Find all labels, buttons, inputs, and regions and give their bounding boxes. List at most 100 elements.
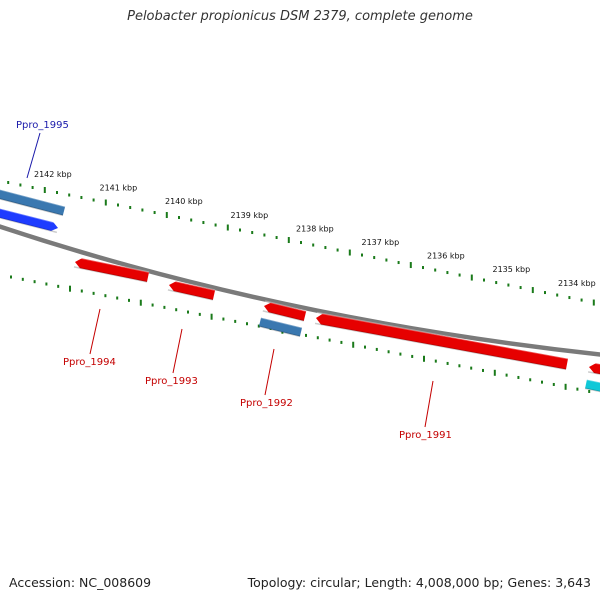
minor-tick [246, 322, 248, 326]
minor-tick [446, 361, 449, 365]
minor-tick [45, 282, 48, 286]
minor-tick [495, 281, 498, 285]
minor-tick [364, 345, 366, 349]
minor-tick [336, 248, 339, 252]
major-tick [226, 224, 229, 231]
minor-tick [163, 305, 166, 309]
minor-tick [80, 289, 83, 293]
minor-tick [411, 354, 414, 358]
minor-tick [517, 375, 520, 379]
minor-tick [257, 324, 260, 328]
scale-label-2140: 2140 kbp [165, 197, 203, 206]
leader-line-Ppro_1992 [264, 348, 275, 396]
major-tick [564, 383, 567, 390]
major-tick [139, 299, 142, 306]
major-tick [210, 313, 213, 320]
leader-line-Ppro_1994 [89, 308, 101, 355]
minor-tick [373, 256, 376, 260]
minor-tick [422, 266, 424, 270]
gene-edge-1[interactable] [587, 361, 600, 376]
gene-labels: Ppro_1995 Ppro_1994 Ppro_1993 Ppro_1992 Ppro… [16, 120, 452, 441]
minor-tick [340, 340, 343, 344]
minor-tick [153, 211, 156, 215]
gene-Ppro_1992[interactable] [262, 300, 307, 322]
minor-tick [178, 216, 180, 220]
minor-tick [151, 303, 154, 307]
gene-track [0, 187, 600, 394]
gene-label-Ppro_1995[interactable]: Ppro_1995 [16, 120, 69, 131]
gene-forward-1[interactable] [0, 206, 60, 234]
minor-tick [116, 296, 119, 300]
genome-backbone [0, 224, 600, 357]
minor-tick [104, 294, 107, 298]
major-tick [470, 274, 473, 281]
gene-Ppro_1993[interactable] [167, 279, 216, 301]
minor-tick [92, 198, 95, 202]
minor-tick [458, 273, 461, 277]
minor-tick [175, 308, 178, 312]
scale-label-2139: 2139 kbp [231, 211, 269, 220]
minor-tick [507, 283, 510, 287]
label-leader-lines [26, 132, 434, 428]
scale-labels: 2142 kbp 2141 kbp 2140 kbp 2139 kbp 2138 kbp… [34, 170, 596, 288]
minor-tick [483, 278, 485, 282]
minor-tick [214, 223, 217, 227]
minor-tick [482, 368, 484, 372]
minor-tick [128, 298, 130, 302]
gene-label-Ppro_1991[interactable]: Ppro_1991 [399, 430, 452, 441]
minor-tick [316, 336, 319, 340]
minor-tick [328, 338, 331, 342]
minor-tick [92, 291, 95, 295]
gene-label-Ppro_1994[interactable]: Ppro_1994 [63, 357, 116, 368]
gene-rna-1[interactable] [258, 316, 303, 338]
genome-summary-text: Topology: circular; Length: 4,008,000 bp… [247, 575, 591, 590]
gene-Ppro_1994[interactable] [73, 256, 150, 283]
map-title: Pelobacter propionicus DSM 2379, complet… [127, 9, 473, 24]
minor-tick [446, 271, 449, 275]
accession-text: Accession: NC_008609 [9, 575, 152, 590]
gene-Ppro_1991[interactable] [314, 311, 569, 371]
major-tick [43, 187, 46, 194]
minor-tick [234, 319, 237, 323]
minor-tick [529, 378, 532, 382]
gene-label-Ppro_1993[interactable]: Ppro_1993 [145, 376, 198, 387]
minor-tick [568, 296, 571, 300]
minor-tick [202, 221, 205, 225]
major-tick [352, 341, 355, 348]
minor-tick [305, 333, 307, 337]
minor-tick [239, 228, 241, 232]
minor-tick [68, 193, 71, 197]
scale-label-2137: 2137 kbp [362, 238, 400, 247]
minor-tick [434, 359, 437, 363]
minor-tick [198, 312, 201, 316]
minor-tick [190, 218, 193, 222]
scale-label-2141: 2141 kbp [100, 184, 138, 193]
minor-tick [541, 380, 543, 384]
minor-tick [312, 243, 315, 247]
minor-tick [222, 317, 225, 321]
minor-tick [397, 261, 400, 265]
outer-tick-track [7, 181, 595, 306]
minor-tick [556, 293, 559, 297]
scale-label-2135: 2135 kbp [493, 265, 531, 274]
minor-tick [7, 181, 10, 185]
major-tick [531, 287, 534, 294]
gene-label-Ppro_1992[interactable]: Ppro_1992 [240, 398, 293, 409]
minor-tick [387, 350, 390, 354]
minor-tick [470, 366, 473, 370]
minor-tick [21, 277, 24, 281]
minor-tick [385, 258, 388, 262]
inner-tick-track [10, 275, 591, 393]
major-tick [423, 355, 425, 362]
major-tick [104, 199, 107, 206]
minor-tick [117, 203, 119, 207]
gene-Ppro_1995[interactable] [0, 187, 66, 217]
major-tick [409, 262, 412, 269]
minor-tick [187, 310, 189, 314]
minor-tick [375, 347, 378, 351]
minor-tick [263, 233, 266, 237]
gene-edge-2[interactable] [584, 378, 600, 394]
minor-tick [19, 183, 22, 187]
